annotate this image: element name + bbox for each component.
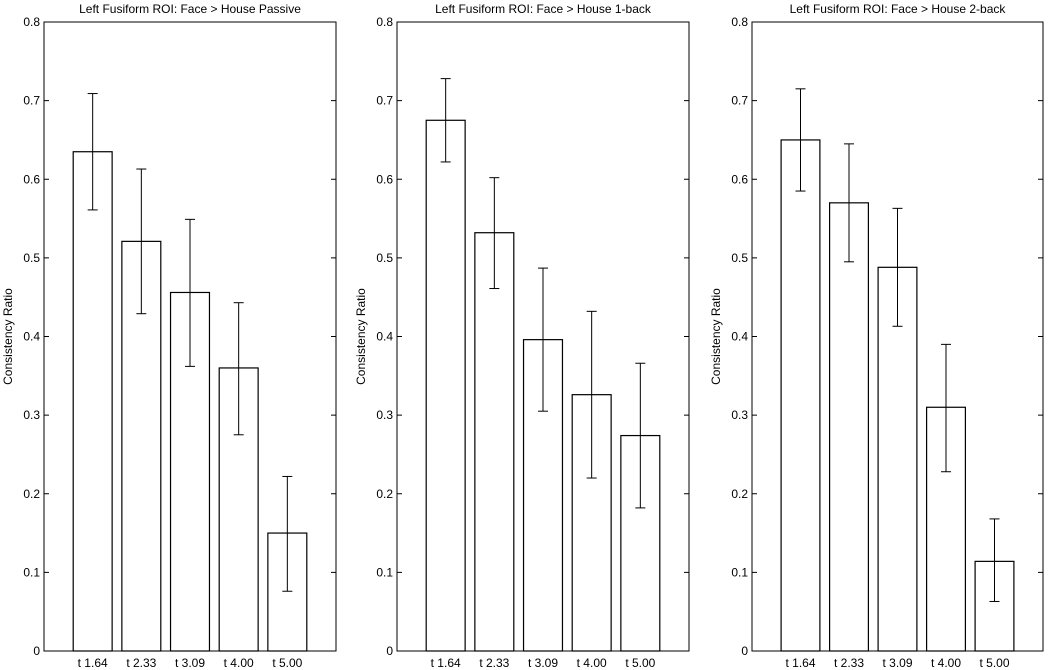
y-tick-label: 0.5 — [23, 251, 40, 265]
chart-panel-1: Left Fusiform ROI: Face > House Passive C… — [1, 2, 337, 670]
y-tick-label: 0.7 — [23, 94, 40, 108]
y-tick-label: 0.3 — [731, 408, 748, 422]
y-tick-label: 0.7 — [731, 94, 748, 108]
chart-title: Left Fusiform ROI: Face > House 1-back — [435, 2, 652, 16]
y-tick-label: 0 — [33, 644, 40, 658]
y-axis-label: Consistency Ratio — [709, 288, 723, 385]
x-tick-label: t 1.64 — [431, 656, 461, 670]
y-tick-label: 0.1 — [23, 565, 40, 579]
y-tick-label: 0 — [741, 644, 748, 658]
x-tick-label: t 2.33 — [834, 656, 864, 670]
y-axis-label: Consistency Ratio — [354, 288, 368, 385]
y-tick-label: 0.4 — [23, 330, 40, 344]
y-tick-label: 0.7 — [376, 94, 393, 108]
y-tick-label: 0.2 — [23, 487, 40, 501]
y-tick-label: 0.6 — [376, 172, 393, 186]
y-tick-label: 0.6 — [23, 172, 40, 186]
y-tick-label: 0.8 — [23, 15, 40, 29]
x-tick-label: t 3.09 — [528, 656, 558, 670]
y-tick-label: 0.1 — [376, 565, 393, 579]
bar — [474, 232, 515, 652]
x-tick-label: t 4.00 — [577, 656, 607, 670]
bar — [877, 266, 918, 652]
x-tick-label: t 2.33 — [479, 656, 509, 670]
y-axis-label: Consistency Ratio — [1, 288, 15, 385]
plot-frame — [396, 21, 690, 652]
x-tick-label: t 4.00 — [931, 656, 961, 670]
x-tick-label: t 1.64 — [78, 656, 108, 670]
x-tick-label: t 5.00 — [979, 656, 1009, 670]
y-tick-label: 0.8 — [731, 15, 748, 29]
x-tick-label: t 4.00 — [224, 656, 254, 670]
plot-frame — [43, 21, 337, 652]
y-tick-label: 0.8 — [376, 15, 393, 29]
chart-title: Left Fusiform ROI: Face > House 2-back — [790, 2, 1007, 16]
x-tick-label: t 5.00 — [625, 656, 655, 670]
y-tick-label: 0.1 — [731, 565, 748, 579]
chart-panel-2: Left Fusiform ROI: Face > House 1-back Co… — [354, 2, 690, 670]
plot-frame — [751, 21, 1044, 652]
y-tick-label: 0 — [386, 644, 393, 658]
bar — [72, 151, 113, 652]
y-tick-label: 0.5 — [376, 251, 393, 265]
y-tick-label: 0.4 — [731, 330, 748, 344]
x-tick-label: t 3.09 — [882, 656, 912, 670]
x-tick-label: t 3.09 — [175, 656, 205, 670]
y-tick-label: 0.5 — [731, 251, 748, 265]
chart-panel-3: Left Fusiform ROI: Face > House 2-back Co… — [709, 2, 1044, 670]
y-tick-label: 0.4 — [376, 330, 393, 344]
y-tick-label: 0.2 — [376, 487, 393, 501]
x-tick-label: t 1.64 — [785, 656, 815, 670]
y-tick-label: 0.2 — [731, 487, 748, 501]
y-tick-label: 0.3 — [23, 408, 40, 422]
bar — [780, 139, 821, 652]
y-tick-label: 0.6 — [731, 172, 748, 186]
x-tick-label: t 2.33 — [126, 656, 156, 670]
x-tick-label: t 5.00 — [272, 656, 302, 670]
bar — [425, 119, 466, 652]
chart-title: Left Fusiform ROI: Face > House Passive — [79, 2, 301, 16]
bar — [121, 240, 162, 652]
y-tick-label: 0.3 — [376, 408, 393, 422]
bar — [828, 202, 869, 652]
